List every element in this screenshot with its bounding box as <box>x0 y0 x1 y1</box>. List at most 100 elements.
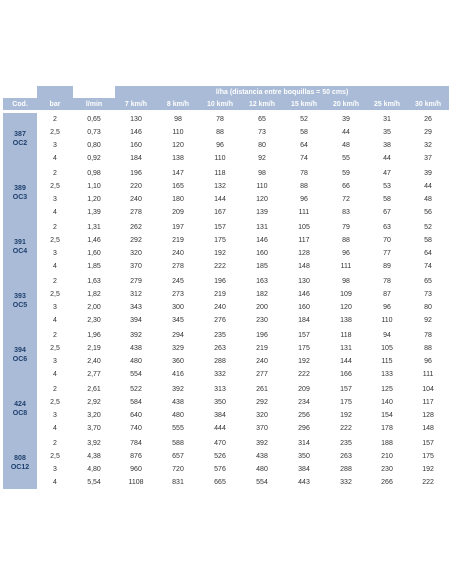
pressure-cell: 3 <box>53 412 57 419</box>
rate-lha-cell: 139 <box>256 209 268 216</box>
rate-lha-cell: 110 <box>381 317 393 324</box>
rate-lha-cell: 88 <box>300 183 308 190</box>
table-row: 394 OC6 2 1,96 392 294 235 196 157 118 94 78 <box>3 329 449 381</box>
pressure-cell: 2 <box>53 332 57 339</box>
rate-lha-cell: 104 <box>422 386 434 393</box>
flow-lmin-cell: 0,65 <box>87 116 101 123</box>
flow-lmin-cell: 1,82 <box>87 291 101 298</box>
pressure-cell: 3 <box>53 358 57 365</box>
rate-lha-cell: 443 <box>298 479 310 486</box>
rate-lha-cell: 588 <box>172 440 184 447</box>
table-row: 3 3,20 640 480 384 320 256 192 154 128 <box>3 409 449 422</box>
pressure-cell: 2,5 <box>50 237 60 244</box>
nozzle-flow-table: l/ha (distancia entre boquillas = 50 cms… <box>3 86 450 489</box>
table-row: 2,5 1,46 292 219 175 146 117 88 70 58 <box>3 234 449 247</box>
pressure-cell: 4 <box>53 155 57 162</box>
rate-lha-cell: 58 <box>383 196 391 203</box>
rate-lha-cell: 184 <box>298 317 310 324</box>
rate-lha-cell: 392 <box>256 440 268 447</box>
nozzle-code-name: OC4 <box>12 248 28 255</box>
rate-lha-cell: 222 <box>422 479 434 486</box>
rate-lha-cell: 180 <box>172 196 184 203</box>
flow-lmin-cell: 1,60 <box>87 250 101 257</box>
rate-lha-cell: 80 <box>424 304 432 311</box>
nozzle-code-number: 389 <box>14 185 26 192</box>
nozzle-code-cell: 393 OC5 <box>3 275 37 327</box>
rate-lha-cell: 384 <box>298 466 310 473</box>
rate-lha-cell: 278 <box>130 209 142 216</box>
rate-lha-cell: 120 <box>340 304 352 311</box>
rate-lha-cell: 92 <box>258 155 266 162</box>
table-row: 4 1,39 278 209 167 139 111 83 67 56 <box>3 206 449 219</box>
rate-lha-cell: 120 <box>256 196 268 203</box>
rate-lha-cell: 80 <box>258 142 266 149</box>
rate-lha-cell: 157 <box>298 332 310 339</box>
rate-lha-cell: 110 <box>214 155 226 162</box>
rate-lha-cell: 44 <box>342 129 350 136</box>
flow-lmin-cell: 2,40 <box>87 358 101 365</box>
flow-lmin-cell: 1,31 <box>87 224 101 231</box>
pressure-cell: 3 <box>53 142 57 149</box>
rate-lha-cell: 784 <box>130 440 142 447</box>
nozzle-code-number: 391 <box>14 239 26 246</box>
rate-lha-cell: 210 <box>381 453 393 460</box>
nozzle-code-cell: 387 OC2 <box>3 113 37 165</box>
col-header-15kmh: 15 km/h <box>283 98 325 110</box>
rate-lha-cell: 157 <box>214 224 226 231</box>
rate-lha-cell: 37 <box>424 155 432 162</box>
rate-lha-cell: 73 <box>424 291 432 298</box>
rate-lha-cell: 312 <box>130 291 142 298</box>
pressure-cell: 2,5 <box>50 453 60 460</box>
rate-lha-cell: 131 <box>340 345 352 352</box>
nozzle-code-name: OC6 <box>12 356 28 363</box>
rate-lha-cell: 235 <box>214 332 226 339</box>
flow-lmin-cell: 2,00 <box>87 304 101 311</box>
rate-lha-cell: 230 <box>256 317 268 324</box>
rate-lha-cell: 160 <box>130 142 142 149</box>
table-row: 4 0,92 184 138 110 92 74 55 44 37 <box>3 152 449 165</box>
pressure-cell: 2,5 <box>50 129 60 136</box>
rate-lha-cell: 48 <box>342 142 350 149</box>
rate-lha-cell: 329 <box>172 345 184 352</box>
rate-lha-cell: 444 <box>214 425 226 432</box>
rate-lha-cell: 438 <box>130 345 142 352</box>
flow-lmin-cell: 1,63 <box>87 278 101 285</box>
flow-lmin-cell: 4,38 <box>87 453 101 460</box>
rate-lha-cell: 88 <box>216 129 224 136</box>
rate-lha-cell: 262 <box>130 224 142 231</box>
rate-lha-cell: 111 <box>298 209 310 216</box>
rate-lha-cell: 188 <box>381 440 393 447</box>
rate-lha-cell: 526 <box>214 453 226 460</box>
rate-lha-cell: 39 <box>342 116 350 123</box>
rate-lha-cell: 94 <box>383 332 391 339</box>
pressure-cell: 2,5 <box>50 183 60 190</box>
rate-lha-cell: 292 <box>256 399 268 406</box>
rate-lha-cell: 111 <box>340 263 352 270</box>
pressure-cell: 2 <box>53 224 57 231</box>
rate-lha-cell: 370 <box>130 263 142 270</box>
table-row: 4 3,70 740 555 444 370 296 222 178 148 <box>3 422 449 435</box>
col-header-7kmh: 7 km/h <box>115 98 157 110</box>
rate-lha-cell: 98 <box>342 278 350 285</box>
rate-lha-cell: 279 <box>130 278 142 285</box>
rate-lha-cell: 79 <box>342 224 350 231</box>
rate-lha-cell: 96 <box>300 196 308 203</box>
rate-lha-cell: 39 <box>424 170 432 177</box>
rate-lha-cell: 200 <box>256 304 268 311</box>
rate-lha-cell: 350 <box>298 453 310 460</box>
rate-lha-cell: 219 <box>214 291 226 298</box>
rate-lha-cell: 52 <box>424 224 432 231</box>
rate-lha-cell: 831 <box>172 479 184 486</box>
rate-lha-cell: 98 <box>174 116 182 123</box>
table-row: 4 5,54 1108 831 665 554 443 332 266 222 <box>3 476 449 489</box>
rate-lha-cell: 222 <box>340 425 352 432</box>
table-row: 387 OC2 2 0,65 130 98 78 65 52 39 31 26 <box>3 113 449 165</box>
rate-lha-cell: 125 <box>381 386 393 393</box>
rate-lha-cell: 65 <box>424 278 432 285</box>
rate-lha-cell: 133 <box>381 371 393 378</box>
rate-lha-cell: 240 <box>214 304 226 311</box>
rate-lha-cell: 110 <box>172 129 184 136</box>
flow-lmin-cell: 1,85 <box>87 263 101 270</box>
nozzle-code-name: OC3 <box>12 194 28 201</box>
rate-lha-cell: 665 <box>214 479 226 486</box>
